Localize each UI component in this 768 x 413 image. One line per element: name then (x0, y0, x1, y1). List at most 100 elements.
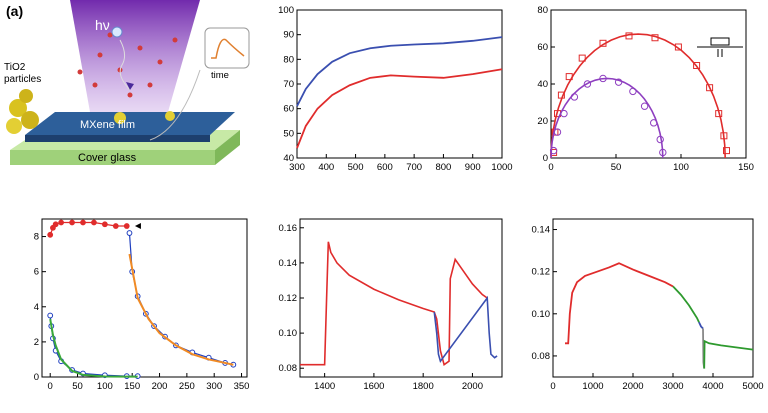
data-point (570, 93, 579, 101)
data-point (706, 84, 714, 92)
x-tick-label: 250 (179, 381, 195, 392)
data-point (47, 312, 54, 319)
data-point (123, 223, 130, 229)
data-point (656, 135, 664, 144)
y-tick-label: 70 (283, 79, 294, 90)
x-tick-label: 50 (611, 162, 622, 173)
series-line-3 (49, 315, 138, 377)
data-point (560, 109, 568, 118)
plot-frame (296, 9, 503, 159)
data-point (715, 110, 723, 118)
panel-b: 300 400 500 600 700 800 900 1000 40 50 60 70 80 90 100 (255, 0, 513, 200)
y-tick-label: 0.10 (279, 328, 298, 339)
y-tick-label: 20 (537, 116, 548, 127)
x-tick-label: 100 (97, 381, 113, 392)
y-tick-label: 40 (283, 153, 294, 164)
plot-frame (299, 218, 503, 378)
fit-arc-1 (550, 33, 726, 159)
panel-e: 1400 1600 1800 2000 0.08 0.10 0.12 0.14 0.16 (258, 205, 513, 413)
x-tick-label: 150 (124, 381, 140, 392)
plot-frame (550, 9, 747, 159)
series-line-5 (703, 339, 754, 369)
data-point (640, 102, 649, 110)
impedance-chart: 0 50 100 150 0 20 40 60 80 (537, 5, 754, 173)
cover-glass-label: Cover glass (78, 152, 137, 164)
fit-line-4 (49, 318, 138, 378)
x-tick-label: 4000 (702, 381, 723, 392)
current-vs-min-chart-e: 1400 1600 1800 2000 0.08 0.10 0.12 0.14 0.16 (279, 218, 503, 392)
x-tick-label: 0 (550, 381, 555, 392)
panel-c: 0 50 100 150 0 20 40 60 80 (513, 0, 768, 200)
data-point (112, 223, 119, 229)
x-tick-label: 50 (72, 381, 83, 392)
panel-a: (a) hν time TiO2 particles MXene film Co… (0, 0, 255, 200)
x-tick-label: 1600 (363, 381, 384, 392)
time-label: time (211, 70, 229, 81)
x-tick-label: 0 (548, 162, 553, 173)
data-point (557, 91, 565, 99)
resistor-symbol (710, 37, 730, 46)
data-point (69, 219, 75, 226)
series-line-1 (296, 36, 503, 107)
x-tick-label: 150 (738, 162, 754, 173)
plot-frame (552, 218, 754, 378)
x-tick-label: 400 (318, 162, 334, 173)
particles-label: particles (4, 74, 41, 85)
data-point (101, 221, 108, 228)
x-tick-label: 1000 (582, 381, 603, 392)
y-tick-label: 0.12 (532, 267, 551, 278)
data-point (578, 54, 586, 62)
current-vs-hour-chart: 0 50 100 150 200 250 300 350 0 2 4 6 8 (34, 218, 250, 392)
series-line-2 (296, 68, 503, 149)
x-tick-label: 2000 (462, 381, 483, 392)
x-tick-label: 0 (48, 381, 53, 392)
x-tick-label: 350 (234, 381, 250, 392)
x-tick-label: 300 (206, 381, 222, 392)
series-line-2 (433, 295, 498, 363)
y-tick-label: 0.08 (279, 363, 298, 374)
tio2-label: TiO2 (4, 62, 26, 73)
data-point (583, 80, 592, 88)
y-tick-label: 100 (278, 5, 294, 16)
data-point (47, 231, 54, 238)
transmittance-chart: 300 400 500 600 700 800 900 1000 40 50 60 70 80 90 100 (278, 5, 512, 173)
arrow-open-chamber (134, 223, 141, 230)
x-tick-label: 1800 (413, 381, 434, 392)
x-tick-label: 1400 (314, 381, 335, 392)
x-tick-label: 700 (406, 162, 422, 173)
y-tick-label: 50 (283, 128, 294, 139)
uv-beam (70, 0, 200, 140)
y-tick-label: 0.08 (532, 351, 551, 362)
mxene-film-label: MXene film (80, 119, 135, 131)
y-tick-label: 60 (537, 42, 548, 53)
gas-molecules (77, 32, 178, 98)
mxene-film (25, 112, 235, 135)
x-tick-label: 1000 (491, 162, 512, 173)
data-point (650, 119, 658, 127)
series-line-3 (698, 321, 704, 330)
data-point (659, 148, 667, 157)
y-tick-label: 0.14 (532, 225, 551, 236)
data-point (565, 73, 573, 81)
x-tick-label: 5000 (742, 381, 763, 392)
data-point (91, 219, 97, 226)
y-tick-label: 90 (283, 30, 294, 41)
data-point (625, 32, 633, 40)
data-point (720, 132, 728, 140)
current-vs-min-chart-f: 0 1000 2000 3000 4000 5000 0.08 0.10 0.12 0.14 (532, 218, 764, 392)
series-line-1 (300, 241, 488, 367)
y-tick-label: 0 (543, 153, 548, 164)
data-point (58, 219, 65, 226)
data-point (614, 78, 623, 86)
x-tick-label: 500 (348, 162, 364, 173)
data-point (553, 128, 562, 136)
x-tick-label: 200 (152, 381, 168, 392)
fit-line-2 (128, 253, 234, 366)
data-point (52, 221, 59, 228)
data-point (80, 219, 86, 226)
y-tick-label: 80 (283, 54, 294, 65)
y-tick-label: 6 (34, 267, 39, 278)
y-tick-label: 0 (34, 372, 39, 383)
y-tick-label: 40 (537, 79, 548, 90)
y-tick-label: 0.10 (532, 309, 551, 320)
